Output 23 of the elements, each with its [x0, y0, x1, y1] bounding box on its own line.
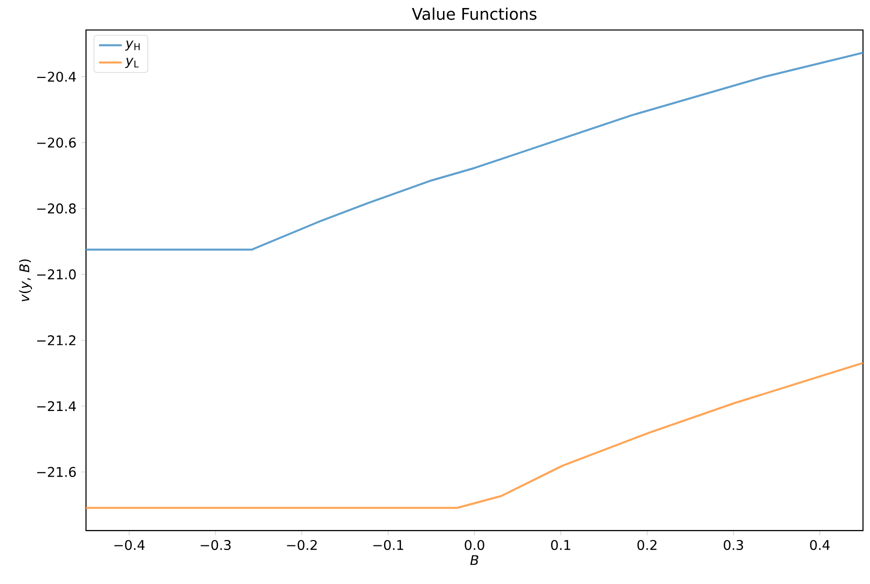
x-tick-label: 0.0: [464, 540, 484, 550]
y-tick-label: −20.4: [37, 72, 76, 82]
y-tick-label: −20.6: [37, 138, 76, 148]
x-tick-label: −0.4: [114, 540, 145, 550]
line-series: [86, 362, 863, 509]
x-tick-label: −0.3: [200, 540, 231, 550]
legend-label: y$_{L}$: [125, 58, 139, 68]
x-tick-label: 0.3: [724, 540, 744, 550]
x-tick-label: 0.2: [637, 540, 656, 550]
x-tick-label: 0.1: [551, 540, 570, 550]
y-tick-label: −20.8: [37, 203, 76, 214]
x-tick-label: 0.4: [810, 540, 830, 550]
y-tick-label: −21.2: [37, 335, 76, 346]
x-axis-title: B: [470, 555, 478, 565]
y-axis-title: v(y, B): [19, 259, 32, 302]
legend-label: y$_{H}$: [125, 40, 140, 51]
y-tick-label: −21.0: [37, 269, 76, 280]
x-tick-label: −0.1: [373, 540, 404, 550]
y-tick-label: −21.6: [37, 466, 76, 478]
y-tick-label: −21.4: [37, 401, 76, 412]
x-tick-label: −0.2: [287, 540, 317, 550]
line-series: [86, 52, 863, 251]
chart-title: Value Functions: [412, 8, 536, 20]
